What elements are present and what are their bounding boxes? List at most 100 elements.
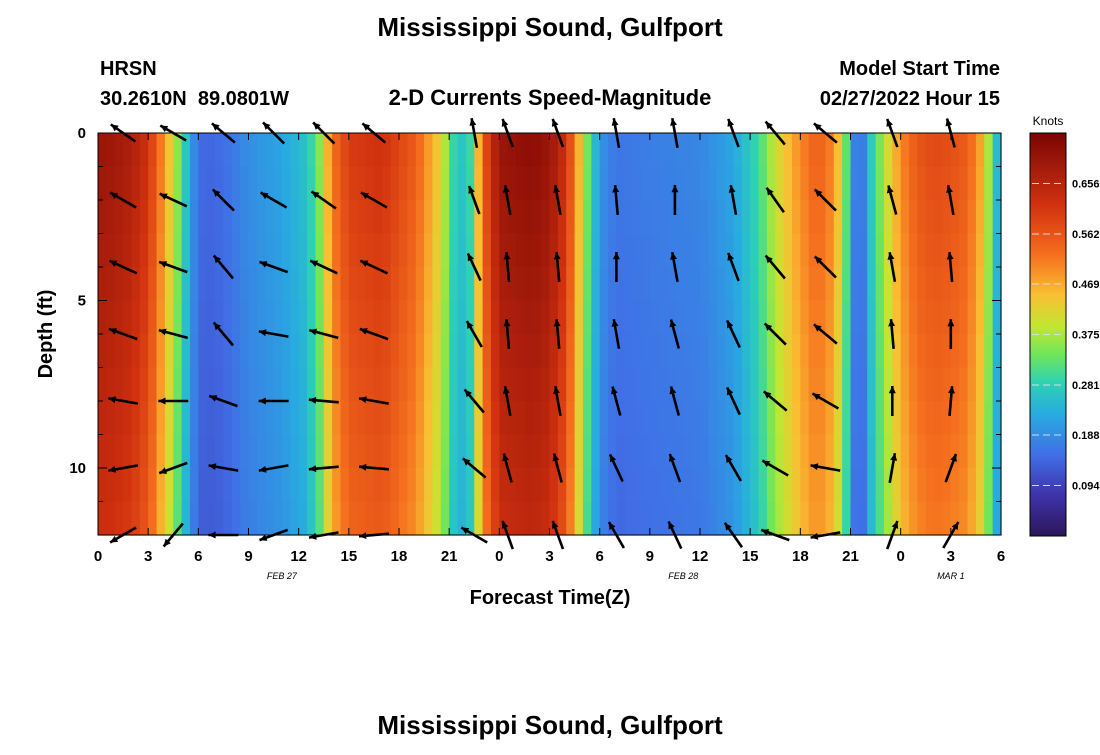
heatmap-cell	[683, 468, 693, 503]
heatmap-cell	[164, 334, 174, 369]
heatmap-cell	[474, 401, 484, 436]
heatmap-cell	[474, 300, 484, 335]
heatmap-cell	[959, 334, 969, 369]
heatmap-cell	[181, 200, 191, 235]
current-vector	[109, 191, 137, 209]
heatmap-cell	[323, 468, 333, 503]
heatmap-cell	[281, 133, 291, 168]
heatmap-cell	[942, 200, 952, 235]
heatmap-cell	[716, 300, 726, 335]
heatmap-cell	[106, 434, 116, 469]
current-vector	[358, 396, 389, 405]
heatmap-cell	[775, 200, 785, 235]
heatmap-cell	[415, 434, 425, 469]
heatmap-cell	[624, 166, 634, 201]
heatmap-cell	[641, 468, 651, 503]
heatmap-cell	[215, 300, 225, 335]
heatmap-cell	[700, 434, 709, 469]
heatmap-cell	[424, 200, 434, 235]
heatmap-cell	[909, 501, 918, 536]
heatmap-cell	[139, 133, 149, 168]
heatmap-cell	[599, 166, 609, 201]
heatmap-cell	[123, 501, 133, 536]
heatmap-cell	[507, 468, 517, 503]
heatmap-cell	[892, 133, 902, 168]
heatmap-cell	[98, 501, 107, 536]
heatmap-cell	[708, 367, 718, 402]
heatmap-cell	[858, 501, 868, 536]
current-vector	[946, 184, 955, 216]
heatmap-cell	[549, 501, 559, 536]
heatmap-cell	[666, 468, 676, 503]
heatmap-cell	[432, 166, 442, 201]
heatmap-cell	[566, 367, 576, 402]
heatmap-cell	[766, 300, 776, 335]
heatmap-cell	[909, 434, 918, 469]
heatmap-cell	[892, 200, 902, 235]
heatmap-cell	[298, 200, 308, 235]
y-axis-label: Depth (ft)	[35, 290, 57, 379]
heatmap-cell	[783, 434, 793, 469]
heatmap-cell	[733, 166, 743, 201]
heatmap-cell	[340, 401, 350, 436]
heatmap-cell	[173, 401, 183, 436]
heatmap-cell	[700, 267, 709, 302]
heatmap-cell	[783, 367, 793, 402]
heatmap-cell	[265, 334, 275, 369]
heatmap-cell	[240, 401, 250, 436]
heatmap-cell	[666, 133, 676, 168]
heatmap-cell	[164, 133, 174, 168]
heatmap-cell	[733, 267, 743, 302]
heatmap-cell	[532, 133, 542, 168]
heatmap-cell	[975, 401, 985, 436]
heatmap-cell	[524, 267, 534, 302]
heatmap-cell	[465, 166, 475, 201]
heatmap-cell	[892, 166, 902, 201]
heatmap-cell	[148, 468, 158, 503]
heatmap-cell	[925, 501, 935, 536]
heatmap-cell	[323, 434, 333, 469]
heatmap-cell	[867, 133, 877, 168]
heatmap-cell	[231, 468, 241, 503]
heatmap-cell	[791, 468, 801, 503]
heatmap-cell	[875, 200, 885, 235]
heatmap-cell	[716, 233, 726, 268]
heatmap-cell	[716, 367, 726, 402]
heatmap-cell	[975, 267, 985, 302]
heatmap-cell	[189, 434, 199, 469]
heatmap-cell	[106, 300, 116, 335]
heatmap-cell	[440, 300, 450, 335]
heatmap-cell	[850, 434, 860, 469]
heatmap-cell	[315, 200, 325, 235]
heatmap-cell	[842, 367, 852, 402]
heatmap-cell	[883, 334, 893, 369]
heatmap-cell	[775, 434, 785, 469]
heatmap-cell	[741, 334, 751, 369]
heatmap-cell	[967, 367, 977, 402]
current-vector	[764, 254, 786, 280]
heatmap-cell	[900, 166, 910, 201]
heatmap-cell	[708, 267, 718, 302]
heatmap-cell	[591, 133, 601, 168]
heatmap-cell	[499, 200, 509, 235]
heatmap-cell	[574, 468, 584, 503]
heatmap-cell	[925, 334, 935, 369]
heatmap-cell	[616, 434, 626, 469]
heatmap-cell	[750, 200, 760, 235]
heatmap-cell	[415, 367, 425, 402]
heatmap-cell	[315, 401, 325, 436]
heatmap-cell	[658, 166, 668, 201]
heatmap-cell	[340, 166, 350, 201]
heatmap-cell	[281, 233, 291, 268]
heatmap-cell	[691, 133, 701, 168]
heatmap-cell	[273, 434, 283, 469]
heatmap-cell	[457, 166, 467, 201]
current-vector	[670, 251, 679, 283]
heatmap-cell	[783, 334, 793, 369]
heatmap-cell	[532, 434, 542, 469]
heatmap-cell	[206, 468, 216, 503]
heatmap-cell	[524, 501, 534, 536]
heatmap-cell	[582, 233, 592, 268]
heatmap-cell	[223, 133, 233, 168]
